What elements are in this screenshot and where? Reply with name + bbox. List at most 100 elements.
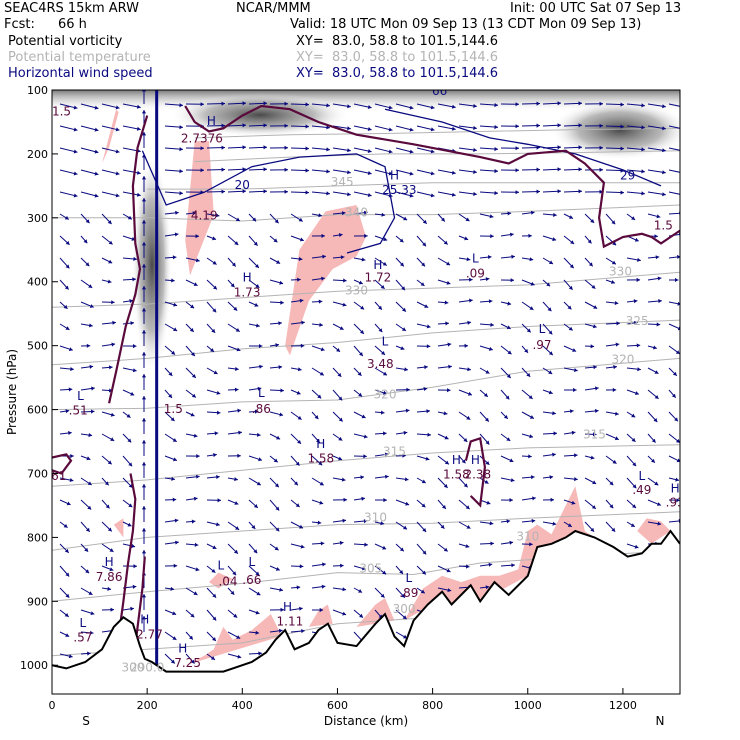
pink-region-7 bbox=[637, 518, 671, 544]
wind-arrowhead-316 bbox=[401, 327, 406, 331]
wind-arrowhead-590 bbox=[489, 521, 494, 526]
jet-shading-core bbox=[132, 155, 172, 375]
wind-arrowhead-609 bbox=[253, 549, 258, 554]
wind-arrowhead-440 bbox=[484, 417, 489, 422]
wind-arrowhead-676 bbox=[212, 616, 217, 621]
wind-arrowhead-499 bbox=[461, 459, 466, 464]
wind-arrowhead-412 bbox=[528, 395, 533, 399]
wind-arrowhead-493 bbox=[338, 456, 343, 461]
wind-arrowhead-603 bbox=[131, 543, 136, 548]
wind-arrowhead-602 bbox=[109, 548, 114, 552]
wind-arrowhead-206 bbox=[612, 241, 617, 246]
wind-arrowhead-661 bbox=[342, 587, 347, 592]
x-tick-label-2: 400 bbox=[232, 699, 253, 712]
y-tick-label-1: 200 bbox=[27, 148, 48, 161]
wind-arrowhead-653 bbox=[170, 586, 175, 591]
wind-arrowhead-37 bbox=[221, 123, 225, 128]
forecast-hours: 66 h bbox=[58, 17, 87, 32]
wind-arrowhead-616 bbox=[399, 547, 404, 552]
wind-arrowhead-550 bbox=[275, 506, 280, 511]
wind-arrowhead-575 bbox=[174, 518, 179, 523]
wind-arrowhead-547 bbox=[217, 498, 221, 503]
wind-arrowhead-347 bbox=[426, 344, 431, 349]
wind-arrowhead-150 bbox=[64, 215, 69, 220]
wind-arrowhead-473 bbox=[553, 431, 557, 436]
wind-arrowhead-321 bbox=[506, 325, 511, 330]
wind-arrowhead-12 bbox=[326, 103, 330, 108]
wind-arrowhead-217 bbox=[212, 260, 217, 265]
wind-arrowhead-704 bbox=[190, 659, 195, 664]
wind-arrowhead-598 bbox=[657, 521, 662, 526]
wind-arrowhead-277 bbox=[212, 308, 217, 313]
x-tick-label-1: 200 bbox=[137, 699, 158, 712]
wind-arrowhead-585 bbox=[380, 521, 385, 526]
wind-arrowhead-687 bbox=[65, 633, 70, 637]
wind-arrowhead-611 bbox=[300, 544, 305, 549]
wind-arrowhead-527 bbox=[421, 479, 426, 484]
wind-arrowhead-264 bbox=[568, 285, 573, 290]
wind-arrowhead-489 bbox=[258, 457, 262, 462]
pink-region-0 bbox=[102, 109, 119, 164]
wind-arrowhead-230 bbox=[487, 255, 492, 260]
wind-arrowhead-319 bbox=[467, 320, 471, 325]
wind-arrowhead-625 bbox=[65, 572, 70, 577]
wind-arrowhead-292 bbox=[529, 306, 534, 310]
wind-arrowhead-140 bbox=[494, 191, 498, 196]
wind-arrowhead-509 bbox=[676, 458, 680, 463]
wind-arrowhead-33 bbox=[136, 126, 141, 131]
wind-arrowhead-136 bbox=[409, 193, 414, 198]
wind-arrowhead-460 bbox=[276, 435, 281, 440]
wind-arrowhead-490 bbox=[273, 458, 278, 463]
wind-arrowhead-64 bbox=[141, 132, 147, 136]
wind-arrowhead-331 bbox=[86, 343, 91, 348]
wind-arrowhead-561 bbox=[509, 498, 513, 503]
field-xy-wind-speed: XY= 83.0, 58.8 to 101.5,144.6 bbox=[296, 66, 499, 81]
wind-arrowhead-696 bbox=[278, 628, 283, 633]
wind-arrowhead-310 bbox=[278, 321, 282, 326]
wind-arrowhead-366 bbox=[191, 374, 196, 378]
wind-arrowhead-375 bbox=[383, 371, 387, 376]
wind-arrowhead-72 bbox=[326, 147, 330, 152]
wind-arrowhead-307 bbox=[211, 328, 216, 333]
annotation-63: 345 bbox=[331, 175, 354, 189]
wind-arrowhead-49 bbox=[473, 125, 477, 130]
wind-arrowhead-469 bbox=[463, 438, 468, 442]
wind-arrowhead-90 bbox=[73, 171, 78, 176]
wind-arrowhead-659 bbox=[296, 585, 301, 590]
south-label: S bbox=[82, 714, 90, 728]
pink-region-1 bbox=[185, 141, 214, 276]
wind-arrowhead-693 bbox=[212, 637, 216, 641]
wind-arrowhead-223 bbox=[340, 255, 345, 260]
wind-arrowhead-565 bbox=[591, 505, 596, 509]
wind-arrowhead-623 bbox=[634, 544, 639, 549]
wind-arrowhead-188 bbox=[234, 241, 239, 245]
wind-arrowhead-1 bbox=[94, 105, 99, 110]
wind-arrowhead-682 bbox=[342, 611, 347, 616]
wind-arrowhead-658 bbox=[279, 587, 283, 592]
wind-arrowhead-606 bbox=[194, 542, 199, 547]
wind-arrowhead-589 bbox=[466, 525, 471, 529]
wind-arrowhead-462 bbox=[316, 438, 320, 443]
wind-arrowhead-645 bbox=[488, 562, 493, 567]
wind-arrowhead-675 bbox=[190, 613, 195, 618]
wind-arrowhead-465 bbox=[383, 431, 387, 436]
wind-arrowhead-13 bbox=[347, 104, 351, 109]
pv-contour-4 bbox=[52, 453, 73, 475]
wind-arrowhead-365 bbox=[168, 372, 173, 376]
wind-arrowhead-706 bbox=[237, 654, 242, 659]
jet-shading-west bbox=[170, 93, 350, 137]
wind-arrowhead-236 bbox=[611, 260, 616, 265]
wind-arrowhead-101 bbox=[305, 168, 309, 173]
wind-arrowhead-452 bbox=[110, 437, 115, 441]
wind-arrowhead-113 bbox=[557, 167, 561, 172]
annotation-33: 7.86 bbox=[96, 570, 123, 584]
init-time: Init: 00 UTC Sat 07 Sep 13 bbox=[510, 1, 682, 16]
wind-arrowhead-459 bbox=[257, 432, 261, 437]
annotation-35: L bbox=[248, 555, 255, 569]
annotation-49: 1.5 bbox=[654, 218, 673, 232]
wind-arrowhead-548 bbox=[234, 501, 239, 505]
wind-arrowhead-607 bbox=[212, 545, 217, 549]
annotation-37: .66 bbox=[242, 573, 261, 587]
theta-contour-345 bbox=[147, 182, 680, 190]
pv-contour-2 bbox=[108, 115, 149, 404]
